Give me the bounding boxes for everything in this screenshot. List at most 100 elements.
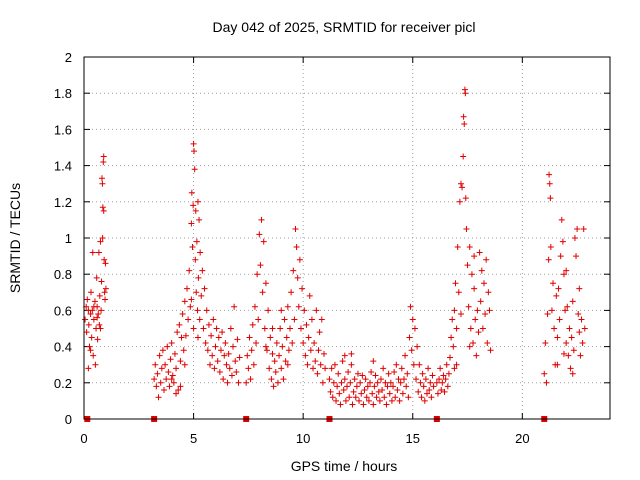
data-point xyxy=(353,383,360,390)
data-point xyxy=(474,307,481,314)
data-point xyxy=(181,361,188,368)
data-point xyxy=(230,343,237,350)
data-point xyxy=(553,292,560,299)
data-point xyxy=(255,316,262,323)
data-point xyxy=(82,316,89,323)
data-point xyxy=(414,343,421,350)
data-point xyxy=(268,376,275,383)
data-point xyxy=(177,358,184,365)
data-point xyxy=(182,332,189,339)
y-tick-label: 1.6 xyxy=(54,122,72,137)
data-point xyxy=(293,244,300,251)
data-point xyxy=(393,361,400,368)
data-point xyxy=(573,253,580,260)
data-point xyxy=(433,379,440,386)
data-point xyxy=(191,166,198,173)
data-point xyxy=(213,325,220,332)
data-point xyxy=(209,352,216,359)
data-point xyxy=(101,289,108,296)
data-point xyxy=(545,256,552,263)
data-points xyxy=(82,86,588,408)
data-point xyxy=(257,262,264,269)
data-point xyxy=(97,325,104,332)
data-point xyxy=(541,370,548,377)
data-point xyxy=(386,390,393,397)
data-point xyxy=(398,365,405,372)
data-point xyxy=(290,267,297,274)
data-point xyxy=(197,249,204,256)
data-point xyxy=(249,321,256,328)
data-point xyxy=(262,343,269,350)
data-point xyxy=(188,296,195,303)
data-point xyxy=(486,307,493,314)
data-point xyxy=(244,352,251,359)
data-point xyxy=(220,376,227,383)
data-point xyxy=(166,383,173,390)
data-point xyxy=(373,394,380,401)
data-point xyxy=(454,244,461,251)
data-point xyxy=(236,354,243,361)
axis-ticks: 00.20.40.60.811.21.41.61.820 5 10 15 20 xyxy=(54,50,610,446)
data-point xyxy=(576,285,583,292)
data-point xyxy=(305,334,312,341)
data-point xyxy=(390,383,397,390)
data-point xyxy=(422,376,429,383)
data-point xyxy=(329,394,336,401)
data-point xyxy=(97,238,104,245)
data-point xyxy=(284,303,291,310)
data-point xyxy=(90,303,97,310)
data-point xyxy=(256,231,263,238)
data-point xyxy=(269,325,276,332)
data-point xyxy=(177,383,184,390)
data-point xyxy=(421,397,428,404)
data-point xyxy=(95,311,102,318)
data-point xyxy=(473,352,480,359)
data-point xyxy=(462,195,469,202)
x-tick-label: 15 xyxy=(406,431,420,446)
y-tick-label: 0.6 xyxy=(54,303,72,318)
data-point xyxy=(449,316,456,323)
data-point xyxy=(331,361,338,368)
data-point xyxy=(264,347,271,354)
data-point xyxy=(382,379,389,386)
data-point xyxy=(170,379,177,386)
data-point xyxy=(195,274,202,281)
data-point xyxy=(234,336,241,343)
data-point xyxy=(248,347,255,354)
data-point xyxy=(89,249,96,256)
data-point xyxy=(194,198,201,205)
data-point xyxy=(567,365,574,372)
data-point xyxy=(100,153,107,160)
data-point xyxy=(193,289,200,296)
data-point xyxy=(175,387,182,394)
data-point xyxy=(196,216,203,223)
data-point xyxy=(383,401,390,408)
data-point xyxy=(308,316,315,323)
data-point xyxy=(471,285,478,292)
data-point xyxy=(372,372,379,379)
data-point xyxy=(388,397,395,404)
data-point xyxy=(400,376,407,383)
data-point xyxy=(266,365,273,372)
data-point xyxy=(385,370,392,377)
data-point xyxy=(322,365,329,372)
data-point xyxy=(478,267,485,274)
data-point xyxy=(243,379,250,386)
data-point xyxy=(404,370,411,377)
data-point xyxy=(262,280,269,287)
data-point xyxy=(445,370,452,377)
data-point xyxy=(559,238,566,245)
data-point xyxy=(217,347,224,354)
data-point xyxy=(222,339,229,346)
data-point xyxy=(225,350,232,357)
data-point xyxy=(93,274,100,281)
data-point xyxy=(441,388,448,395)
data-point xyxy=(281,316,288,323)
data-point xyxy=(226,365,233,372)
data-point xyxy=(253,339,260,346)
data-point xyxy=(563,339,570,346)
data-point xyxy=(336,390,343,397)
data-point xyxy=(315,347,322,354)
y-tick-label: 1.2 xyxy=(54,195,72,210)
data-point xyxy=(155,394,162,401)
